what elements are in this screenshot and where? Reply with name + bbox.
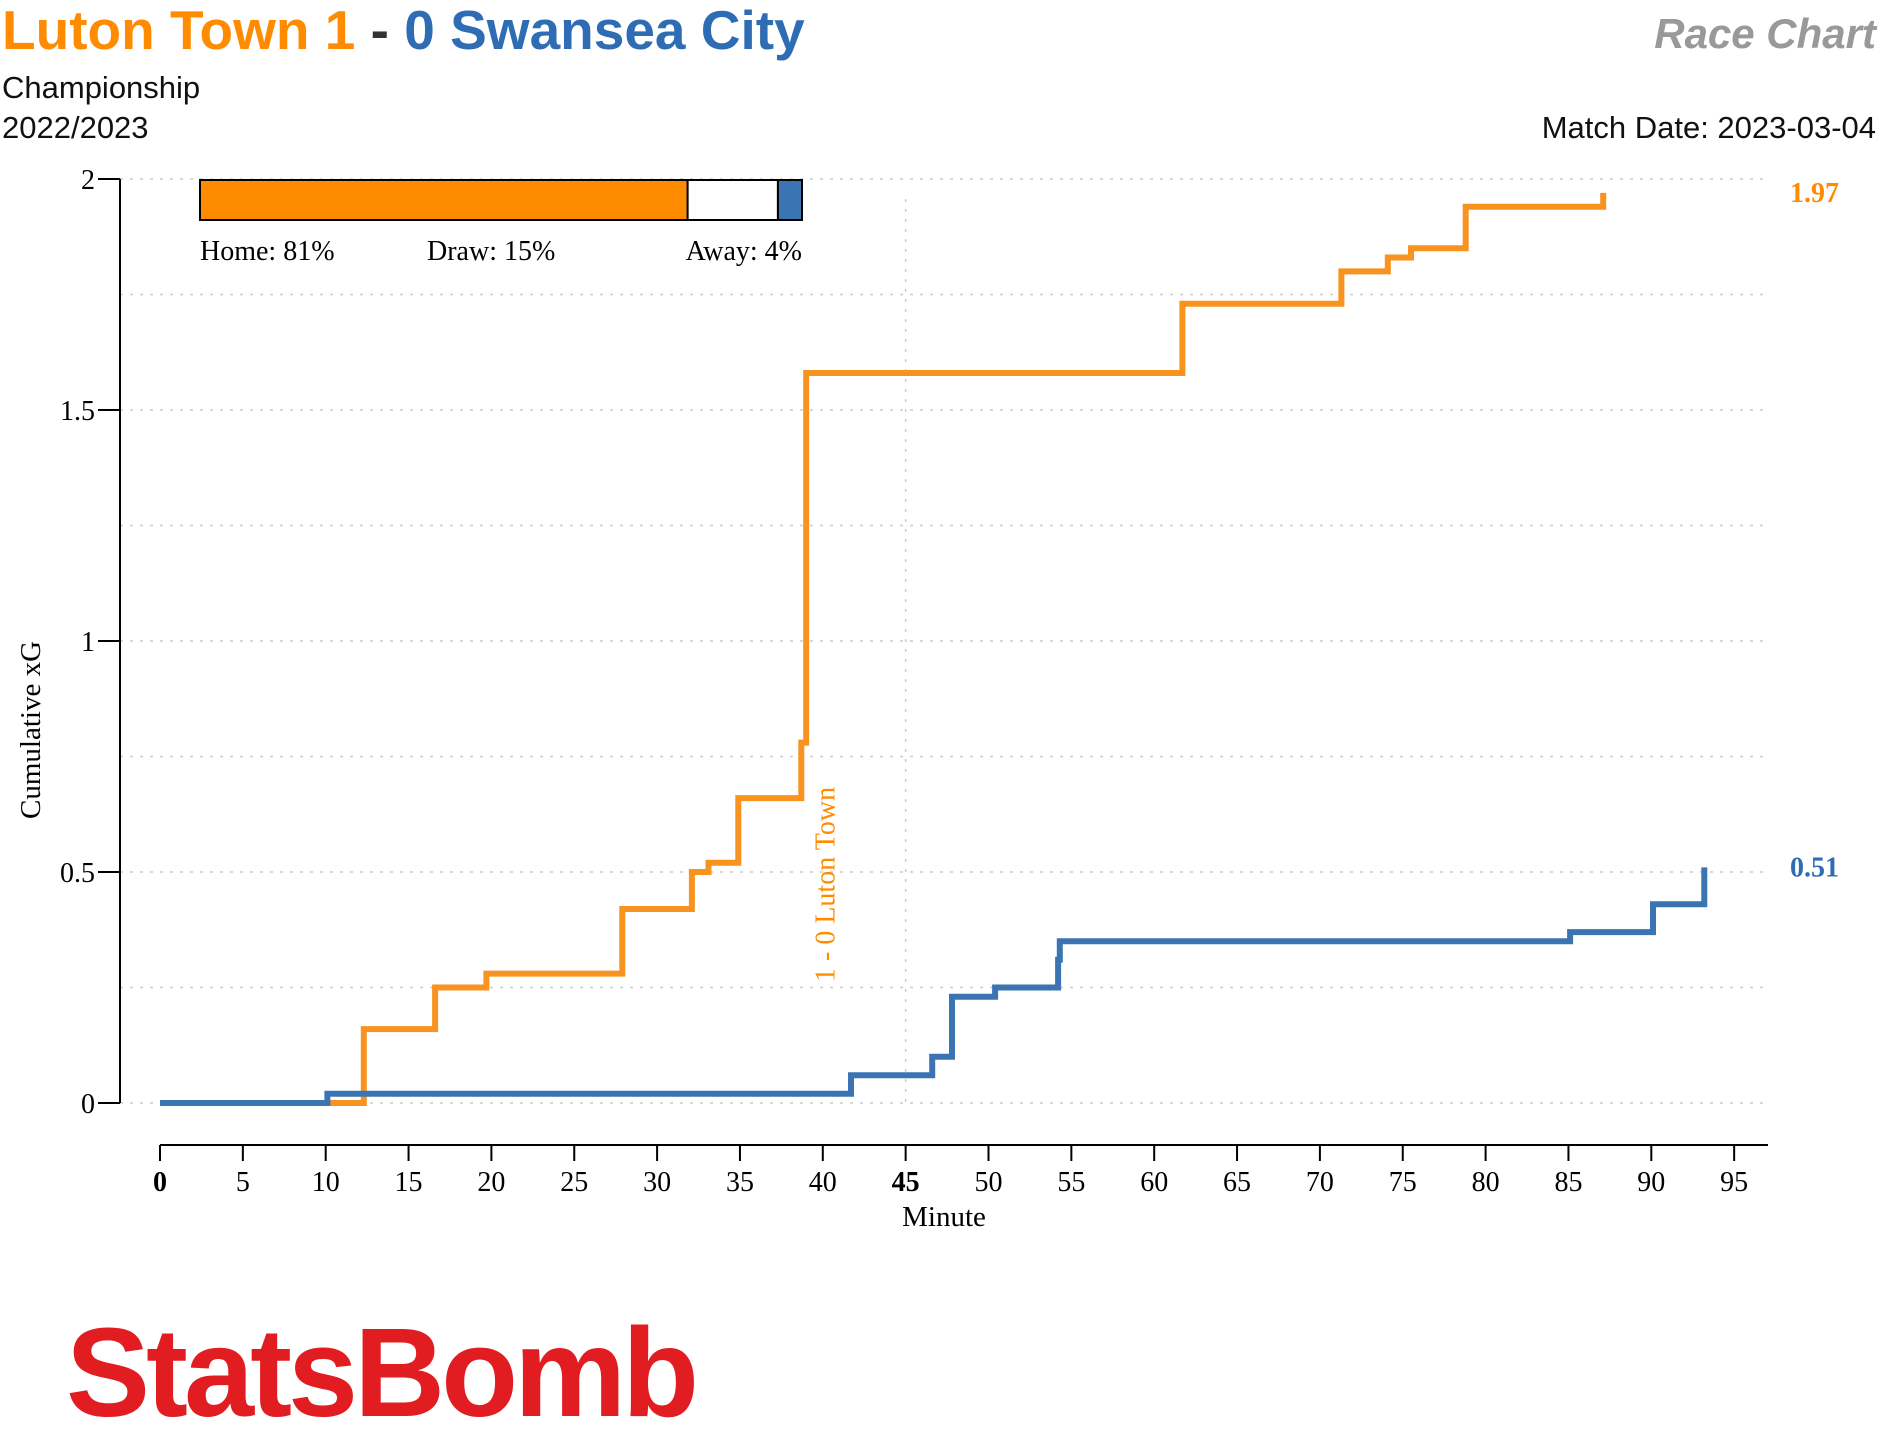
prob-label-home: Home: 81% xyxy=(200,236,335,267)
y-tick-label: 0.5 xyxy=(60,858,95,889)
x-tick-label: 55 xyxy=(1057,1167,1085,1198)
x-tick-label: 80 xyxy=(1472,1167,1500,1198)
prob-bar-home xyxy=(199,179,689,221)
grid-layer xyxy=(120,178,1768,1104)
y-tick-label: 1.5 xyxy=(60,396,95,427)
statsbomb-logo: StatsBomb xyxy=(66,1302,699,1443)
x-tick-label: 5 xyxy=(236,1167,250,1198)
final-value-label-home: 1.97 xyxy=(1790,178,1839,209)
label-layer: 1.97 0.51 1 - 0 Luton Town xyxy=(811,178,1839,982)
axis-layer: 00.511.520 5 10 15 20 25 30 35 40 45 50 55 60 65 70 75 8… xyxy=(60,165,1768,1198)
x-tick-label: 75 xyxy=(1389,1167,1417,1198)
series-line-home xyxy=(160,192,1607,1106)
x-axis-title: Minute xyxy=(902,1201,986,1233)
competition-label: Championship xyxy=(2,70,201,105)
chart-kind-label: Race Chart xyxy=(1654,10,1876,57)
x-tick-label: 85 xyxy=(1554,1167,1582,1198)
x-tick-label: 60 xyxy=(1140,1167,1168,1198)
y-axis-title: Cumulative xG xyxy=(15,641,47,819)
x-tick-label: 0 xyxy=(153,1167,167,1198)
home-team-name: Luton Town xyxy=(2,0,310,61)
prob-label-away: Away: 4% xyxy=(686,236,802,267)
x-tick-label: 50 xyxy=(975,1167,1003,1198)
prob-bar-away xyxy=(776,179,803,221)
home-score: 1 xyxy=(324,0,356,61)
x-tick-label: 15 xyxy=(395,1167,423,1198)
away-score: 0 xyxy=(404,0,435,61)
prob-label-draw: Draw: 15% xyxy=(427,236,555,267)
y-tick-label: 0 xyxy=(81,1089,95,1120)
x-tick-label: 10 xyxy=(312,1167,340,1198)
prob-bar-draw xyxy=(686,179,779,221)
x-tick-label: 25 xyxy=(560,1167,588,1198)
probability-bar: Home: 81% Draw: 15% Away: 4% xyxy=(199,179,803,267)
away-team-name: Swansea City xyxy=(450,0,805,61)
x-tick-label: 30 xyxy=(643,1167,671,1198)
x-tick-label: 20 xyxy=(477,1167,505,1198)
score-separator: - xyxy=(370,0,389,61)
home-team-title: Luton Town 1 xyxy=(2,0,355,61)
match-title: Luton Town 1 - 0 Swansea City xyxy=(2,0,805,62)
x-tick-label: 90 xyxy=(1637,1167,1665,1198)
final-value-label-away: 0.51 xyxy=(1790,852,1839,883)
series-layer xyxy=(160,192,1708,1106)
y-tick-label: 1 xyxy=(81,627,95,658)
x-tick-label: 35 xyxy=(726,1167,754,1198)
y-tick-label: 2 xyxy=(81,165,95,196)
x-tick-label: 70 xyxy=(1306,1167,1334,1198)
away-team-title: 0 Swansea City xyxy=(404,0,804,61)
x-tick-label: 95 xyxy=(1720,1167,1748,1198)
x-tick-label: 40 xyxy=(809,1167,837,1198)
season-label: 2022/2023 xyxy=(2,110,149,145)
match-date-label: Match Date: 2023-03-04 xyxy=(1541,110,1876,145)
x-tick-label: 65 xyxy=(1223,1167,1251,1198)
series-line-away xyxy=(160,867,1708,1106)
x-tick-label: 45 xyxy=(892,1167,920,1198)
goal-annotation: 1 - 0 Luton Town xyxy=(811,787,842,982)
